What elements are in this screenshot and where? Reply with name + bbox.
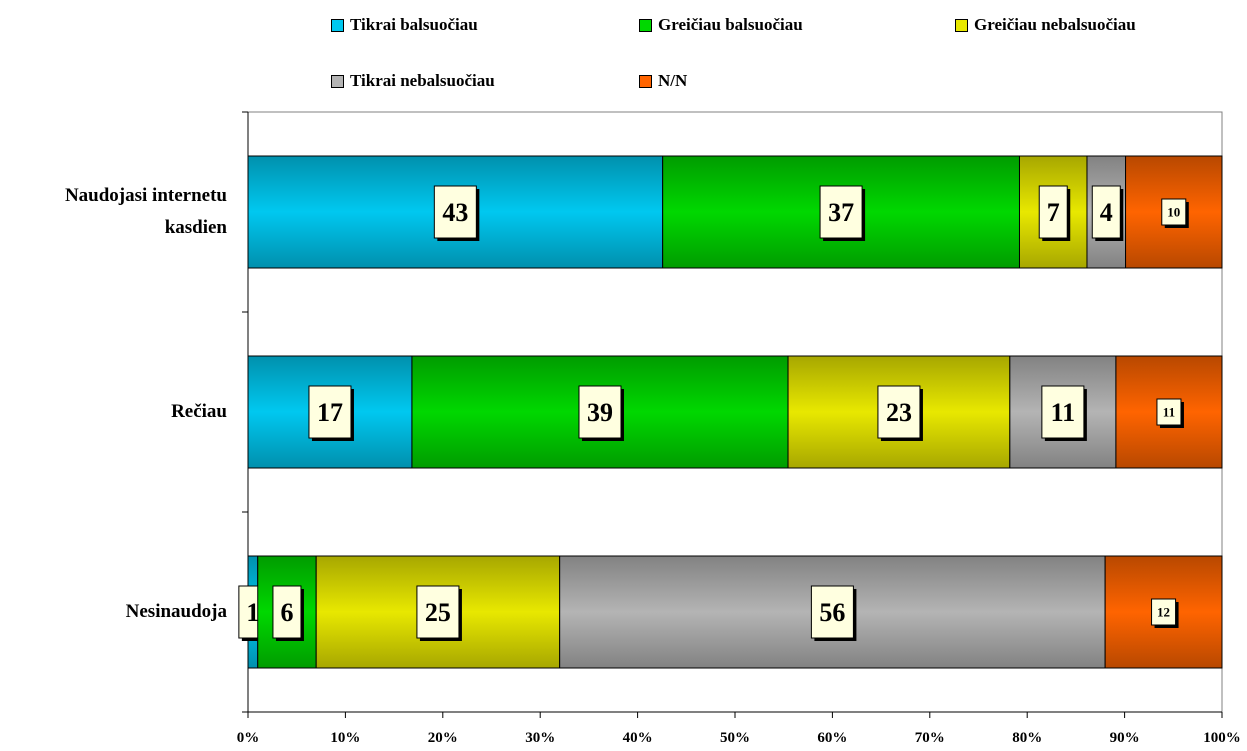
x-tick-label: 20%: [428, 730, 458, 746]
legend-item: Tikrai balsuočiau: [331, 15, 478, 35]
x-tick-label: 10%: [330, 730, 360, 746]
data-label-box: [1151, 598, 1177, 626]
data-label: 23: [886, 398, 912, 427]
x-tick-label: 90%: [1110, 730, 1140, 746]
data-label-box: [1091, 185, 1121, 239]
data-label: 10: [1167, 205, 1180, 220]
data-label: 39: [587, 398, 613, 427]
data-label-box: [272, 585, 302, 639]
x-tick-label: 60%: [817, 730, 847, 746]
x-tick-label: 50%: [720, 730, 750, 746]
data-label: 56: [819, 598, 845, 627]
legend-item: Tikrai nebalsuočiau: [331, 71, 495, 91]
data-label: 12: [1157, 605, 1170, 620]
legend-item: Greičiau balsuočiau: [639, 15, 803, 35]
legend-swatch: [955, 18, 968, 32]
data-label-box: [308, 385, 352, 439]
data-label-box: [877, 385, 921, 439]
category-label: Nesinaudoja: [126, 596, 227, 628]
category-label-line: Rečiau: [171, 401, 227, 422]
legend-label: Tikrai nebalsuočiau: [350, 71, 495, 90]
data-label: 7: [1047, 198, 1060, 227]
x-tick-label: 70%: [915, 730, 945, 746]
data-label-box: [810, 585, 854, 639]
x-tick-label: 100%: [1203, 730, 1241, 746]
legend-swatch: [639, 74, 652, 88]
data-label: 6: [280, 598, 293, 627]
data-label: 11: [1051, 398, 1076, 427]
data-label-box: [416, 585, 460, 639]
legend: Tikrai balsuočiau Greičiau balsuočiau Gr…: [0, 0, 1247, 110]
legend-label: Greičiau nebalsuočiau: [974, 15, 1136, 34]
data-label-box: [1156, 398, 1182, 426]
legend-label: Greičiau balsuočiau: [658, 15, 803, 34]
category-label: Naudojasi internetu kasdien: [65, 180, 227, 244]
data-label-box: [819, 185, 863, 239]
legend-label: N/N: [658, 71, 688, 90]
data-label: 1: [246, 598, 259, 627]
data-label-box: [578, 385, 622, 439]
data-label: 43: [442, 198, 468, 227]
data-label-box: [1038, 185, 1068, 239]
legend-swatch: [639, 18, 652, 32]
x-tick-label: 80%: [1012, 730, 1042, 746]
legend-label: Tikrai balsuočiau: [350, 15, 478, 34]
data-label: 4: [1100, 198, 1113, 227]
data-label-box: [1041, 385, 1085, 439]
category-label-line: Nesinaudoja: [125, 601, 227, 622]
x-tick-label: 30%: [525, 730, 555, 746]
data-label: 11: [1163, 405, 1175, 420]
legend-item: Greičiau nebalsuočiau: [955, 15, 1136, 35]
data-label: 25: [425, 598, 451, 627]
legend-item: N/N: [639, 71, 687, 91]
category-label-line: Naudojasi internetu: [64, 185, 227, 206]
data-label: 37: [828, 198, 854, 227]
category-label: Rečiau: [171, 396, 227, 428]
x-tick-label: 40%: [623, 730, 653, 746]
data-label: 17: [317, 398, 343, 427]
legend-swatch: [331, 18, 344, 32]
data-label-box: [1161, 198, 1187, 226]
category-label-line: kasdien: [164, 217, 227, 238]
x-tick-label: 0%: [237, 730, 260, 746]
data-label-box: [433, 185, 477, 239]
legend-swatch: [331, 74, 344, 88]
